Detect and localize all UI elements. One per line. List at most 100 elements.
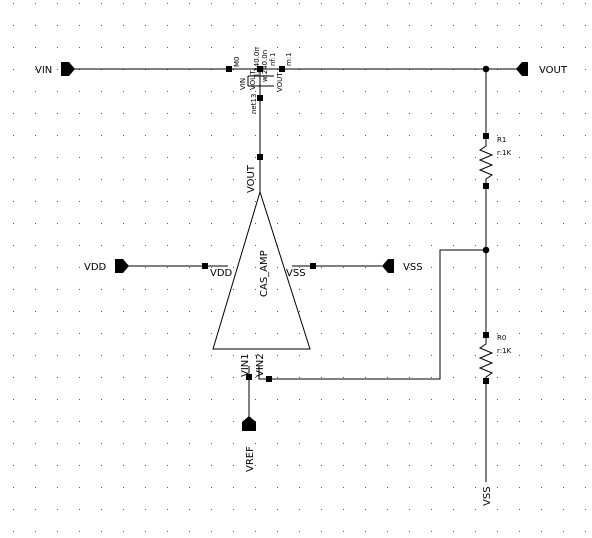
transistor-port-vout-top: VOUT <box>249 70 257 90</box>
grid-dot <box>167 289 168 290</box>
grid-dot <box>35 179 36 180</box>
grid-dot <box>365 333 366 334</box>
grid-dot <box>145 289 146 290</box>
grid-dot <box>57 355 58 356</box>
grid-dot <box>57 47 58 48</box>
grid-dot <box>475 333 476 334</box>
grid-dot <box>299 113 300 114</box>
grid-dot <box>409 465 410 466</box>
grid-dot <box>519 201 520 202</box>
grid-dot <box>277 179 278 180</box>
pin-vss[interactable] <box>382 259 394 273</box>
grid-dot <box>563 245 564 246</box>
grid-dot <box>563 179 564 180</box>
resistor-r1[interactable]: R1 r:1K <box>478 136 512 183</box>
grid-dot <box>13 201 14 202</box>
grid-dot <box>563 531 564 532</box>
grid-dot <box>79 399 80 400</box>
grid-dot <box>79 531 80 532</box>
grid-dot <box>541 465 542 466</box>
grid-dot <box>189 311 190 312</box>
pin-label-vout: VOUT <box>539 65 568 76</box>
grid-dot <box>101 179 102 180</box>
grid-dot <box>585 223 586 224</box>
grid-dot <box>343 289 344 290</box>
grid-dot <box>409 201 410 202</box>
grid-dot <box>365 443 366 444</box>
grid-dot <box>431 113 432 114</box>
resistor-r0[interactable]: R0 r:1K <box>478 334 512 380</box>
grid-dot <box>475 201 476 202</box>
grid-dot <box>233 267 234 268</box>
grid-dot <box>277 201 278 202</box>
amplifier-cas-amp[interactable]: CAS_AMP VOUT VDD VSS VIN1 VIN2 <box>210 160 311 377</box>
grid-dot <box>321 179 322 180</box>
grid-dot <box>585 157 586 158</box>
grid-dot <box>211 443 212 444</box>
grid-dot <box>167 531 168 532</box>
grid-dot <box>35 289 36 290</box>
grid-dot <box>475 267 476 268</box>
grid-dot <box>321 91 322 92</box>
grid-dot <box>299 311 300 312</box>
grid-dot <box>79 509 80 510</box>
grid-dot <box>233 157 234 158</box>
grid-dot <box>431 443 432 444</box>
grid-dot <box>167 245 168 246</box>
grid-dot <box>299 135 300 136</box>
grid-dot <box>409 91 410 92</box>
grid-dot <box>277 333 278 334</box>
grid-dot <box>255 113 256 114</box>
grid-dot <box>299 487 300 488</box>
grid-dot <box>321 531 322 532</box>
grid-dot <box>145 3 146 4</box>
grid-dot <box>145 201 146 202</box>
grid-dot <box>123 399 124 400</box>
grid-dot <box>79 113 80 114</box>
grid-dot <box>387 465 388 466</box>
pin-vref[interactable] <box>242 416 256 431</box>
grid-dot <box>211 245 212 246</box>
grid-dot <box>475 3 476 4</box>
grid-dot <box>123 377 124 378</box>
grid-dot <box>255 179 256 180</box>
transistor-m0[interactable]: M0 VIN VOUT l:340.0n w:240.0n nf:1 m:1 V… <box>232 47 293 114</box>
grid-dot <box>409 25 410 26</box>
grid-dot <box>409 355 410 356</box>
grid-dot <box>365 157 366 158</box>
grid-dot <box>211 531 212 532</box>
grid-dot <box>563 113 564 114</box>
grid-dot <box>211 179 212 180</box>
grid-dot <box>101 201 102 202</box>
grid-dot <box>541 267 542 268</box>
grid-dot <box>167 465 168 466</box>
grid-dot <box>189 91 190 92</box>
grid-dot <box>365 289 366 290</box>
grid-dot <box>497 509 498 510</box>
grid-dot <box>233 201 234 202</box>
grid-dot <box>255 377 256 378</box>
grid-dot <box>475 487 476 488</box>
grid-dot <box>475 91 476 92</box>
grid-dot <box>497 201 498 202</box>
grid-dot <box>563 487 564 488</box>
grid-dot <box>167 135 168 136</box>
grid-dot <box>321 399 322 400</box>
grid-dot <box>431 333 432 334</box>
grid-dot <box>145 377 146 378</box>
grid-dot <box>233 509 234 510</box>
grid-dot <box>101 399 102 400</box>
grid-dot <box>13 91 14 92</box>
grid-dot <box>13 69 14 70</box>
grid-dot <box>343 135 344 136</box>
grid-dot <box>123 245 124 246</box>
pin-vout[interactable] <box>516 62 528 76</box>
grid-dot <box>453 421 454 422</box>
transistor-m: m:1 <box>285 52 293 66</box>
grid-dot <box>519 179 520 180</box>
grid-dot <box>13 47 14 48</box>
pin-vdd[interactable] <box>115 259 129 273</box>
resistor-r0-instance: R0 <box>497 334 506 342</box>
grid-dot <box>365 3 366 4</box>
pin-vin[interactable] <box>61 62 75 76</box>
